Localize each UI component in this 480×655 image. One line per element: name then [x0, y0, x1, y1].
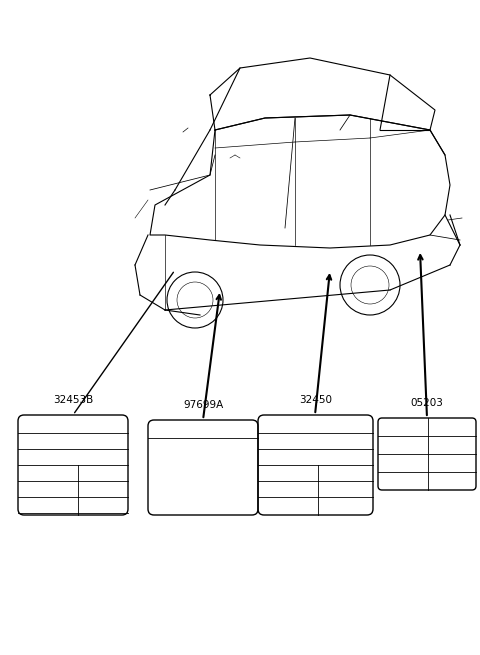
Text: 97699A: 97699A	[183, 400, 223, 410]
Text: 32453B: 32453B	[53, 395, 93, 405]
Text: 32450: 32450	[299, 395, 332, 405]
Text: 05203: 05203	[410, 398, 444, 408]
